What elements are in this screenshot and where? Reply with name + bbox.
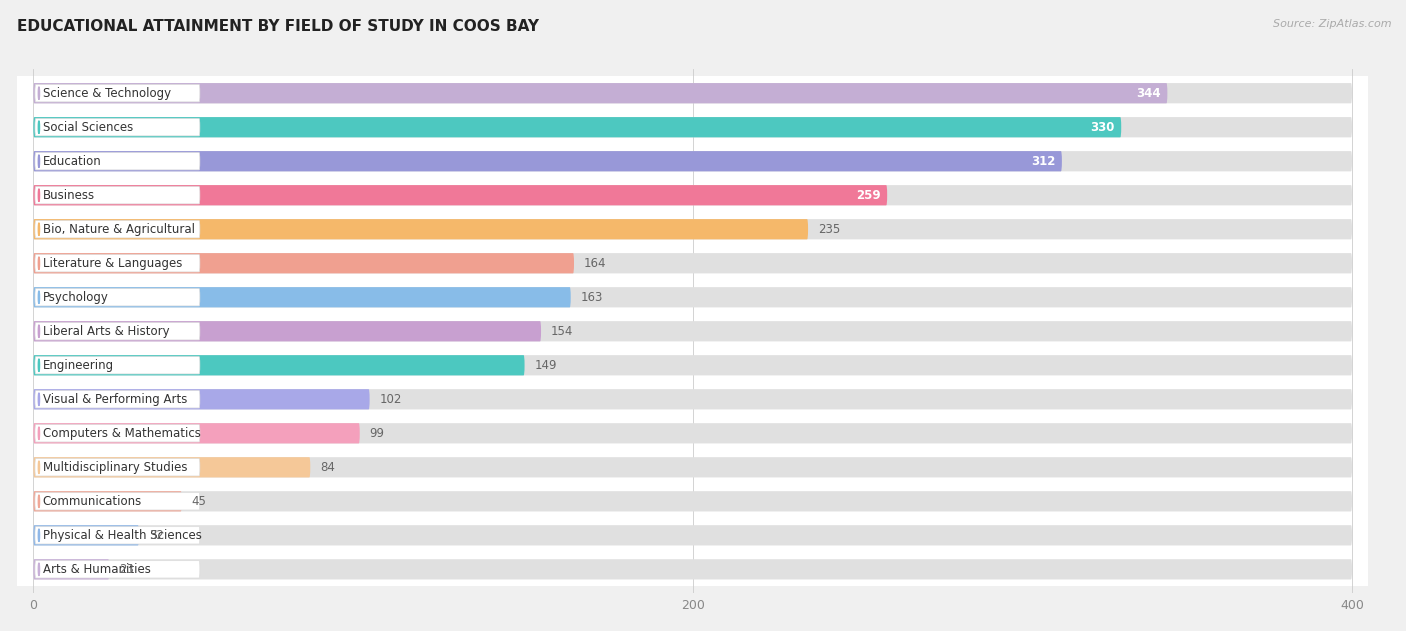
FancyBboxPatch shape xyxy=(35,425,200,442)
Text: 235: 235 xyxy=(818,223,841,236)
Text: 149: 149 xyxy=(534,359,557,372)
FancyBboxPatch shape xyxy=(17,76,1368,110)
Text: Science & Technology: Science & Technology xyxy=(42,86,172,100)
FancyBboxPatch shape xyxy=(17,246,1368,280)
FancyBboxPatch shape xyxy=(34,253,574,273)
FancyBboxPatch shape xyxy=(34,117,1353,138)
FancyBboxPatch shape xyxy=(34,151,1353,172)
FancyBboxPatch shape xyxy=(34,423,1353,444)
FancyBboxPatch shape xyxy=(34,321,1353,341)
Text: Literature & Languages: Literature & Languages xyxy=(42,257,183,270)
FancyBboxPatch shape xyxy=(34,457,1353,478)
FancyBboxPatch shape xyxy=(34,559,1353,579)
FancyBboxPatch shape xyxy=(34,525,139,545)
Text: Multidisciplinary Studies: Multidisciplinary Studies xyxy=(42,461,187,474)
Text: Arts & Humanities: Arts & Humanities xyxy=(42,563,150,576)
FancyBboxPatch shape xyxy=(35,153,200,170)
Text: 99: 99 xyxy=(370,427,385,440)
Text: Communications: Communications xyxy=(42,495,142,508)
Text: Physical & Health Sciences: Physical & Health Sciences xyxy=(42,529,201,542)
FancyBboxPatch shape xyxy=(34,83,1167,103)
FancyBboxPatch shape xyxy=(34,219,808,239)
FancyBboxPatch shape xyxy=(34,219,1353,239)
FancyBboxPatch shape xyxy=(17,518,1368,552)
Text: Source: ZipAtlas.com: Source: ZipAtlas.com xyxy=(1274,19,1392,29)
Text: Bio, Nature & Agricultural: Bio, Nature & Agricultural xyxy=(42,223,195,236)
FancyBboxPatch shape xyxy=(35,85,200,102)
FancyBboxPatch shape xyxy=(17,110,1368,144)
FancyBboxPatch shape xyxy=(17,144,1368,178)
FancyBboxPatch shape xyxy=(34,355,524,375)
FancyBboxPatch shape xyxy=(34,559,110,579)
Text: Business: Business xyxy=(42,189,96,202)
FancyBboxPatch shape xyxy=(17,178,1368,212)
Text: Visual & Performing Arts: Visual & Performing Arts xyxy=(42,392,187,406)
FancyBboxPatch shape xyxy=(34,253,1353,273)
FancyBboxPatch shape xyxy=(34,287,571,307)
FancyBboxPatch shape xyxy=(34,525,1353,545)
FancyBboxPatch shape xyxy=(34,185,887,205)
FancyBboxPatch shape xyxy=(34,185,1353,205)
Text: 164: 164 xyxy=(583,257,606,270)
FancyBboxPatch shape xyxy=(35,187,200,204)
FancyBboxPatch shape xyxy=(35,561,200,578)
FancyBboxPatch shape xyxy=(35,119,200,136)
FancyBboxPatch shape xyxy=(34,321,541,341)
FancyBboxPatch shape xyxy=(34,389,1353,410)
FancyBboxPatch shape xyxy=(35,459,200,476)
FancyBboxPatch shape xyxy=(34,457,311,478)
Text: 154: 154 xyxy=(551,325,574,338)
FancyBboxPatch shape xyxy=(17,280,1368,314)
Text: Social Sciences: Social Sciences xyxy=(42,121,134,134)
FancyBboxPatch shape xyxy=(17,382,1368,416)
FancyBboxPatch shape xyxy=(35,391,200,408)
FancyBboxPatch shape xyxy=(35,221,200,238)
FancyBboxPatch shape xyxy=(35,288,200,306)
Text: 312: 312 xyxy=(1031,155,1056,168)
Text: EDUCATIONAL ATTAINMENT BY FIELD OF STUDY IN COOS BAY: EDUCATIONAL ATTAINMENT BY FIELD OF STUDY… xyxy=(17,19,538,34)
Text: 330: 330 xyxy=(1090,121,1115,134)
FancyBboxPatch shape xyxy=(34,423,360,444)
Text: Computers & Mathematics: Computers & Mathematics xyxy=(42,427,201,440)
FancyBboxPatch shape xyxy=(17,552,1368,586)
Text: 84: 84 xyxy=(321,461,335,474)
FancyBboxPatch shape xyxy=(17,348,1368,382)
FancyBboxPatch shape xyxy=(34,287,1353,307)
FancyBboxPatch shape xyxy=(34,151,1062,172)
FancyBboxPatch shape xyxy=(34,491,1353,512)
FancyBboxPatch shape xyxy=(34,491,181,512)
FancyBboxPatch shape xyxy=(17,314,1368,348)
Text: 259: 259 xyxy=(856,189,880,202)
Text: Psychology: Psychology xyxy=(42,291,108,304)
Text: Liberal Arts & History: Liberal Arts & History xyxy=(42,325,170,338)
Text: Engineering: Engineering xyxy=(42,359,114,372)
FancyBboxPatch shape xyxy=(34,389,370,410)
FancyBboxPatch shape xyxy=(17,416,1368,451)
Text: 23: 23 xyxy=(120,563,134,576)
Text: 344: 344 xyxy=(1136,86,1161,100)
FancyBboxPatch shape xyxy=(35,254,200,272)
FancyBboxPatch shape xyxy=(35,527,200,544)
Text: 102: 102 xyxy=(380,392,402,406)
FancyBboxPatch shape xyxy=(17,451,1368,485)
FancyBboxPatch shape xyxy=(34,117,1121,138)
FancyBboxPatch shape xyxy=(17,212,1368,246)
FancyBboxPatch shape xyxy=(34,355,1353,375)
Text: Education: Education xyxy=(42,155,101,168)
FancyBboxPatch shape xyxy=(35,357,200,374)
Text: 32: 32 xyxy=(149,529,163,542)
FancyBboxPatch shape xyxy=(35,322,200,340)
Text: 45: 45 xyxy=(191,495,207,508)
FancyBboxPatch shape xyxy=(34,83,1353,103)
FancyBboxPatch shape xyxy=(35,493,200,510)
FancyBboxPatch shape xyxy=(17,485,1368,518)
Text: 163: 163 xyxy=(581,291,603,304)
